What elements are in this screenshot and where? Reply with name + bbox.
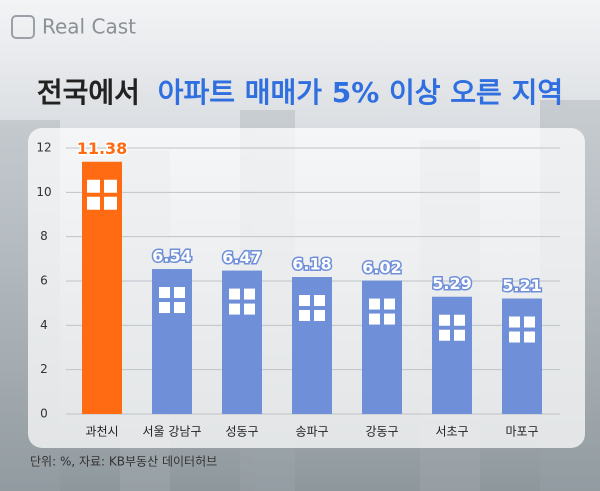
x-tick-label: 과천시 [85,424,118,439]
x-tick-label: 성동구 [225,425,258,439]
bar [152,269,192,414]
value-label: 5.29 [432,274,471,293]
window-icon [244,288,255,300]
bar [222,270,262,414]
window-icon [369,313,380,325]
x-tick-label: 서울 강남구 [142,425,201,439]
x-tick-label: 송파구 [295,425,328,439]
x-tick-label: 마포구 [505,425,538,439]
y-tick-label: 12 [36,141,51,155]
window-icon [159,287,170,299]
value-label: 6.54 [152,247,191,266]
y-tick-label: 4 [40,318,48,332]
value-label: 6.47 [222,248,261,267]
window-icon [299,295,310,307]
window-icon [439,314,450,326]
y-tick-label: 6 [40,274,48,288]
value-label: 6.18 [292,255,331,274]
window-icon [509,331,520,343]
window-icon [104,196,117,210]
bar [432,296,472,414]
window-icon [87,196,100,210]
window-icon [314,310,325,322]
note: 단위: %, 자료: KB부동산 데이터허브 [30,455,217,469]
window-icon [299,310,310,322]
value-label: 11.38 [77,139,128,158]
chart-title: 전국에서 아파트 매매가 5% 이상 오른 지역 [37,76,563,109]
window-icon [384,298,395,310]
x-tick-label: 서초구 [435,425,468,439]
y-tick-label: 10 [36,185,51,199]
value-label: 5.21 [502,276,541,295]
bar [292,277,332,414]
window-icon [174,287,185,299]
window-icon [174,302,185,314]
window-icon [229,303,240,315]
window-icon [454,314,465,326]
window-icon [159,302,170,314]
y-tick-label: 8 [40,229,48,243]
bar [502,298,542,414]
window-icon [244,303,255,315]
window-icon [229,288,240,300]
bar [362,280,402,414]
value-label: 6.02 [362,258,401,277]
window-icon [104,179,117,193]
x-tick-label: 강동구 [365,425,398,439]
window-icon [369,298,380,310]
window-icon [87,179,100,193]
window-icon [509,316,520,328]
window-icon [384,313,395,325]
window-icon [524,316,535,328]
brand: Real Cast [42,15,136,39]
y-tick-label: 2 [40,362,48,376]
window-icon [524,331,535,343]
window-icon [454,329,465,341]
title-part: 전국에서 [37,76,140,109]
y-tick-label: 0 [40,407,48,421]
window-icon [439,329,450,341]
brand-logo [11,15,35,39]
title-part: 아파트 매매가 5% 이상 오른 지역 [158,76,563,109]
window-icon [314,295,325,307]
